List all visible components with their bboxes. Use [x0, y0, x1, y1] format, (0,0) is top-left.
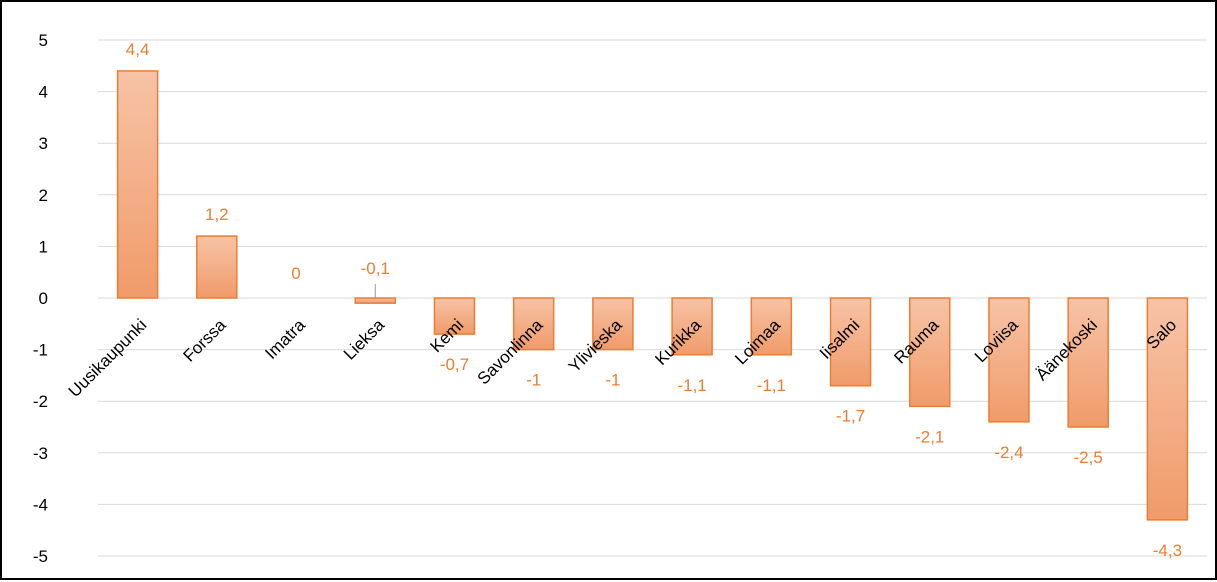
gridlines [98, 39, 1207, 557]
data-label: -2,1 [915, 427, 944, 446]
data-label: 1,2 [205, 205, 229, 224]
bar [1067, 297, 1109, 428]
data-label: -1,1 [677, 376, 706, 395]
data-label: -0,7 [440, 355, 469, 374]
data-label: -1,1 [757, 376, 786, 395]
y-tick-label: 2 [39, 186, 48, 205]
data-label: -1 [526, 371, 541, 390]
data-labels: 4,4 1,2 0 -0,1 -0,7 -1 -1 -1,1 -1,1 -1,7 -2,1 -2,4 -… [126, 40, 1182, 560]
data-label: -1,7 [836, 407, 865, 426]
data-label: -4,3 [1153, 541, 1182, 560]
data-label: 0 [291, 264, 300, 283]
data-label: 4,4 [126, 40, 150, 59]
y-tick-label: -1 [33, 341, 48, 360]
y-tick-label: 3 [39, 134, 48, 153]
category-label: Uusikaupunki [65, 315, 151, 401]
bar [750, 297, 793, 356]
data-label: -2,5 [1074, 448, 1103, 467]
y-tick-label: -3 [33, 444, 48, 463]
data-label: -0,1 [361, 259, 390, 278]
data-label: -1 [605, 371, 620, 390]
y-tick-label: -2 [33, 392, 48, 411]
bar [116, 70, 159, 299]
bar [988, 297, 1030, 423]
category-label: Imatra [261, 315, 309, 363]
category-label: Lieksa [340, 315, 389, 364]
y-axis-ticks: 5 4 3 2 1 0 -1 -2 -3 -4 -5 [33, 31, 48, 566]
bar [829, 297, 872, 387]
bar [433, 297, 476, 335]
y-tick-label: -5 [33, 547, 48, 566]
bar [909, 297, 951, 408]
bar [512, 297, 555, 351]
y-tick-label: 0 [39, 289, 48, 308]
bars [116, 70, 1189, 521]
y-tick-label: 4 [39, 83, 48, 102]
bar [671, 297, 713, 356]
bar [196, 235, 238, 299]
bar [1146, 297, 1189, 521]
category-label: Forssa [179, 315, 230, 366]
y-tick-label: 5 [39, 31, 48, 50]
bar [592, 297, 634, 351]
y-tick-label: -4 [33, 495, 48, 514]
data-label: -2,4 [994, 443, 1023, 462]
y-tick-label: 1 [39, 237, 48, 256]
